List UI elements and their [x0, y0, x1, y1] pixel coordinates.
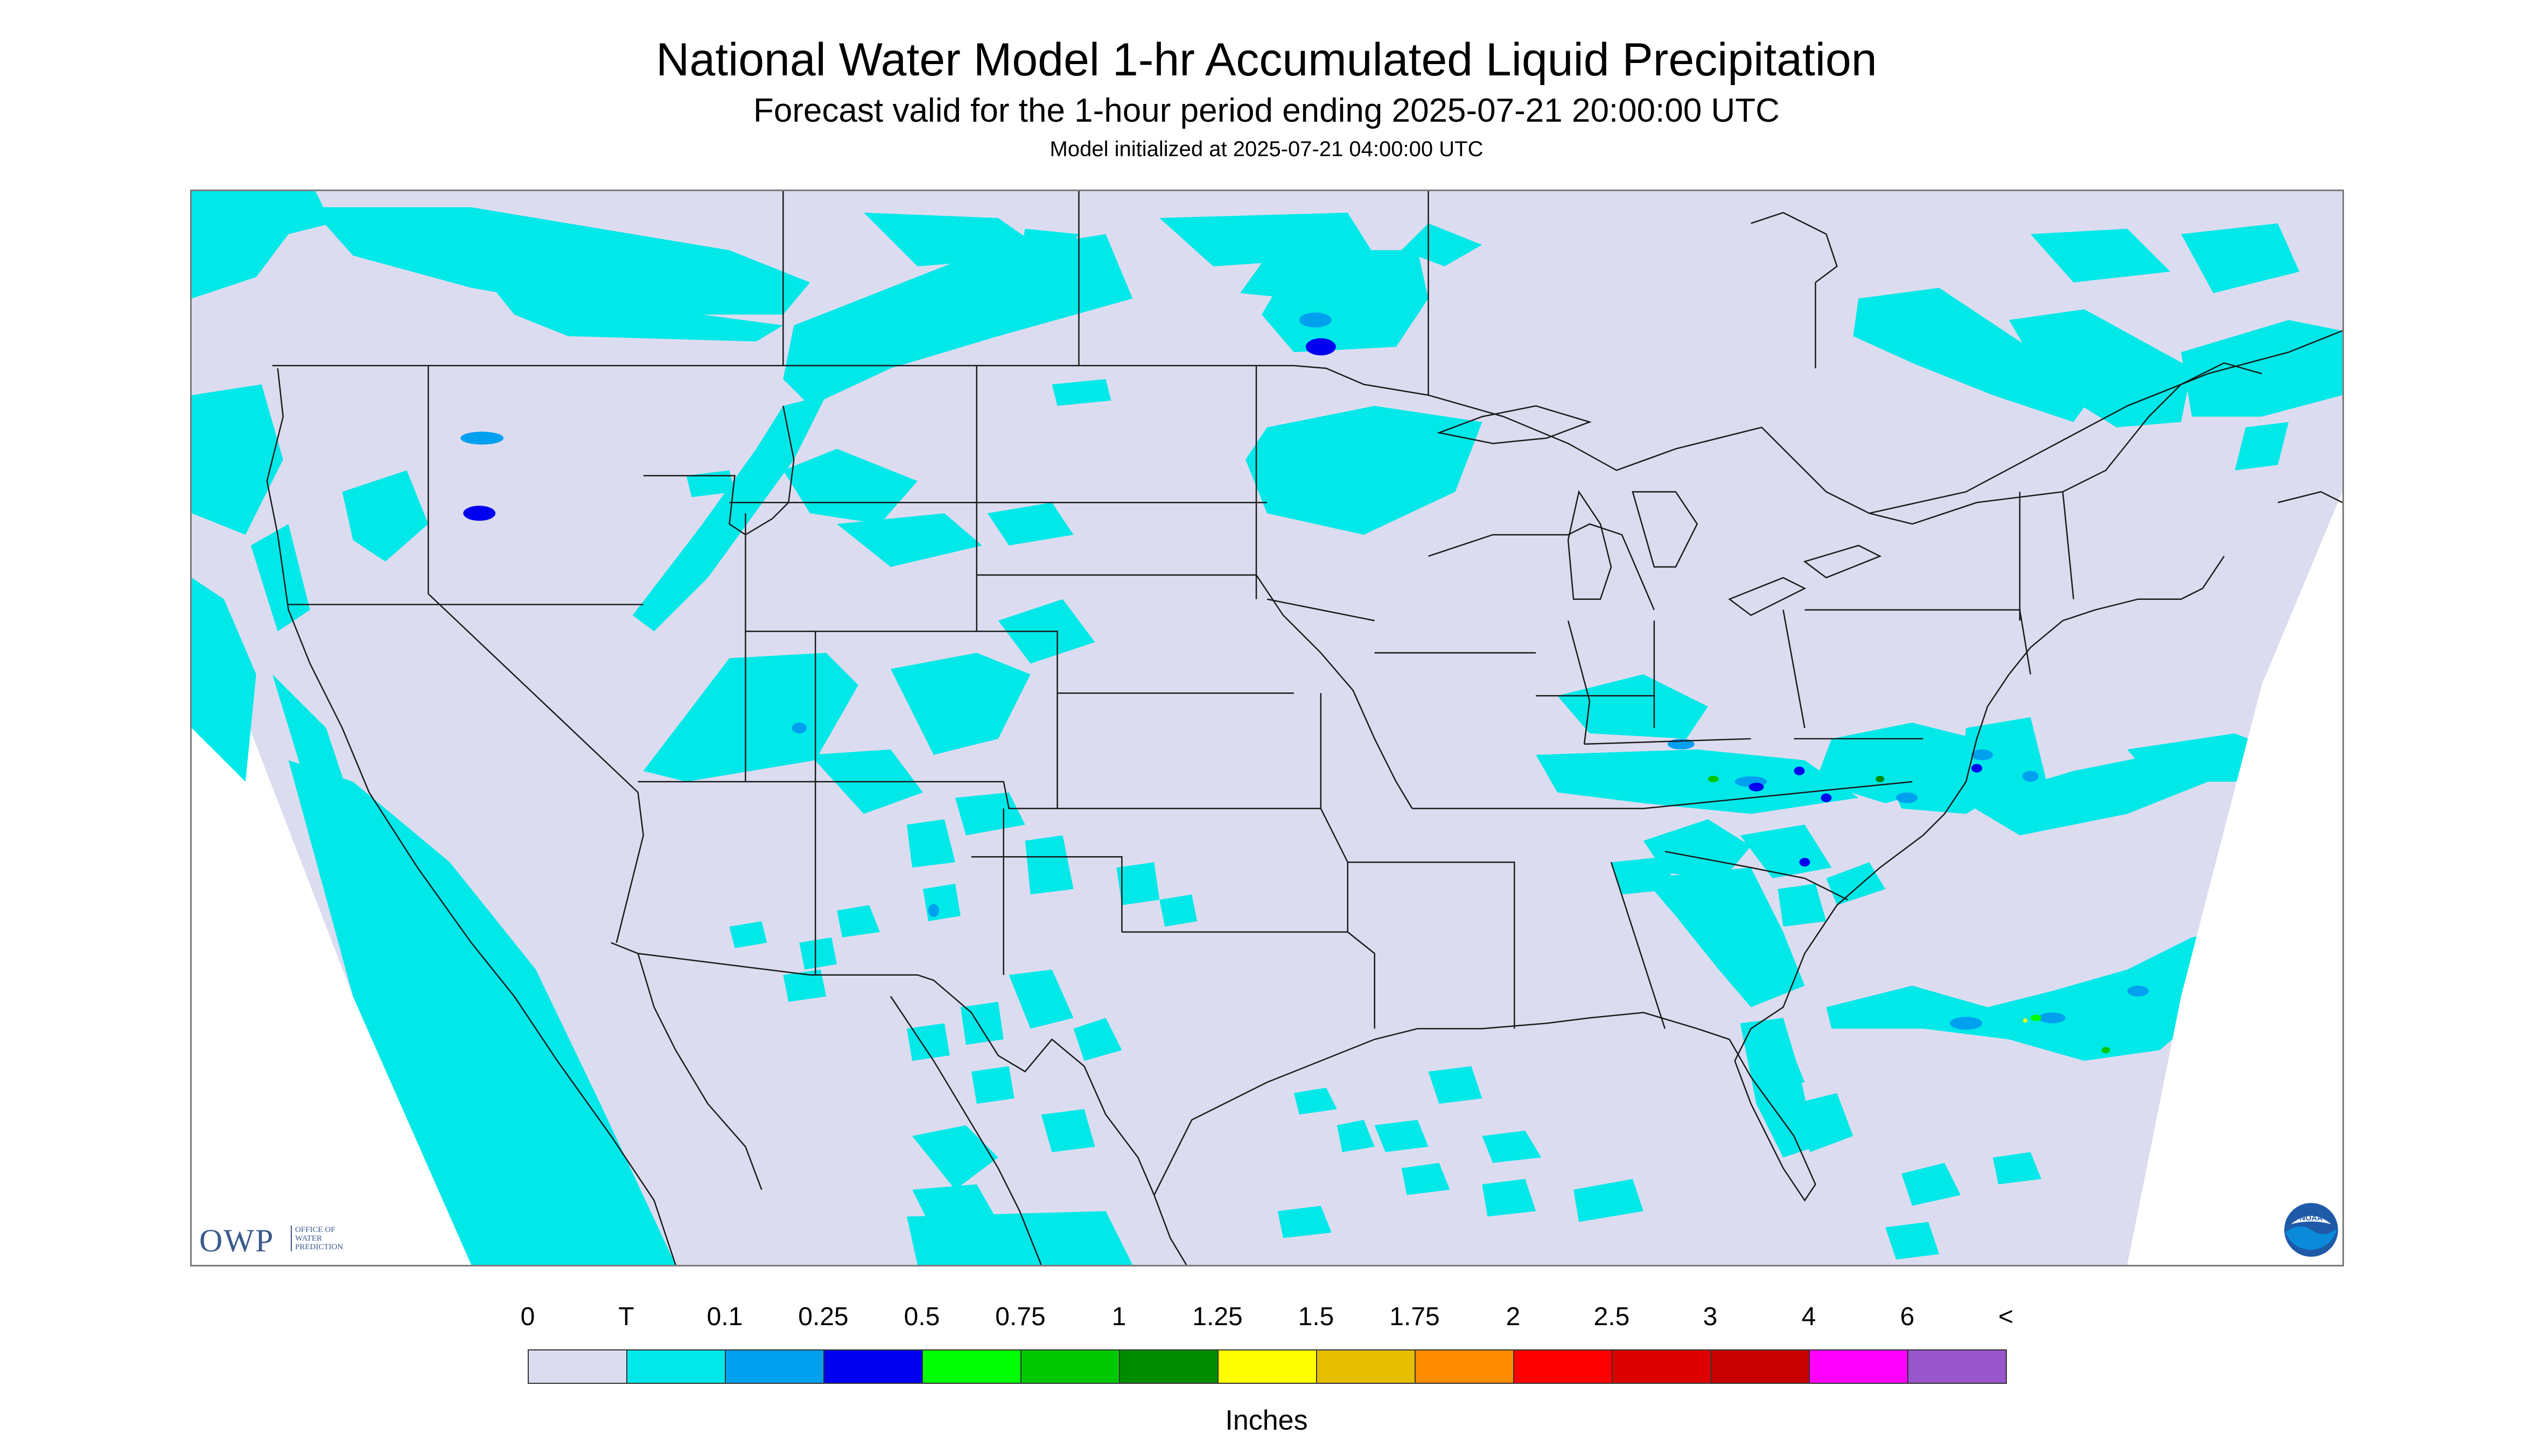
legend-tick-label: 0	[520, 1303, 535, 1331]
noaa-logo-text: NOAA	[2300, 1214, 2323, 1222]
precipitation-map	[190, 190, 2344, 1266]
owp-logo-text: OWP	[199, 1223, 275, 1258]
legend-tick-label: 0.75	[995, 1303, 1046, 1331]
legend-tick-label: <	[1998, 1303, 2014, 1331]
owp-logo-subtitle: OFFICE OF WATER PREDICTION	[291, 1226, 343, 1251]
legend-units: Inches	[1225, 1405, 1308, 1436]
legend-tick-label: 4	[1801, 1303, 1816, 1331]
legend-color-box	[528, 1349, 627, 1384]
trace-precip-east	[1277, 674, 2289, 1260]
trace-precip-north	[192, 191, 2342, 632]
model-domain	[192, 191, 2342, 1265]
legend-tick-label: 1.75	[1389, 1303, 1440, 1331]
legend-tick-label: 1.5	[1298, 1303, 1334, 1331]
legend-tick-label: 1	[1111, 1303, 1126, 1331]
legend-tick-label: 3	[1703, 1303, 1718, 1331]
legend-tick-label: 2	[1506, 1303, 1521, 1331]
legend-tick-label: 6	[1900, 1303, 1915, 1331]
legend-color-box	[823, 1349, 923, 1384]
owp-logo: OWP OFFICE OF WATER PREDICTION	[199, 1222, 372, 1261]
legend-color-box	[1710, 1349, 1810, 1384]
legend-tick-label: T	[618, 1303, 634, 1331]
moderate-precip	[463, 338, 1983, 867]
legend-color-box	[1513, 1349, 1613, 1384]
owp-sub-line: PREDICTION	[295, 1243, 344, 1251]
legend-color-box	[1809, 1349, 1908, 1384]
legend-color-box	[922, 1349, 1021, 1384]
noaa-logo: NOAA	[2284, 1203, 2338, 1257]
legend-color-box	[1316, 1349, 1416, 1384]
legend-tick-label: 1.25	[1192, 1303, 1243, 1331]
legend-color-box	[1612, 1349, 1711, 1384]
legend-color-box	[1119, 1349, 1219, 1384]
legend-tick-label: 0.5	[904, 1303, 940, 1331]
owp-sub-line: OFFICE OF	[295, 1226, 335, 1234]
legend-color-box	[1415, 1349, 1514, 1384]
map-canvas	[192, 191, 2342, 1265]
legend-color-box	[1907, 1349, 2007, 1384]
legend-color-box	[626, 1349, 726, 1384]
legend-color-box	[1217, 1349, 1317, 1384]
model-init-time: Model initialized at 2025-07-21 04:00:00…	[1049, 137, 1484, 161]
trace-precip-pacific	[192, 384, 676, 1265]
legend-color-box	[1020, 1349, 1120, 1384]
outside-domain	[2127, 492, 2342, 1265]
owp-sub-line: WATER	[295, 1234, 322, 1243]
legend-tick-label: 2.5	[1593, 1303, 1630, 1331]
legend-tick-label: 0.1	[706, 1303, 743, 1331]
legend-color-box	[725, 1349, 824, 1384]
boundaries	[266, 191, 2342, 1265]
map-subtitle: Forecast valid for the 1-hour period end…	[753, 92, 1780, 129]
map-title: National Water Model 1-hr Accumulated Li…	[656, 34, 1877, 86]
legend-tick-label: 0.25	[798, 1303, 849, 1331]
